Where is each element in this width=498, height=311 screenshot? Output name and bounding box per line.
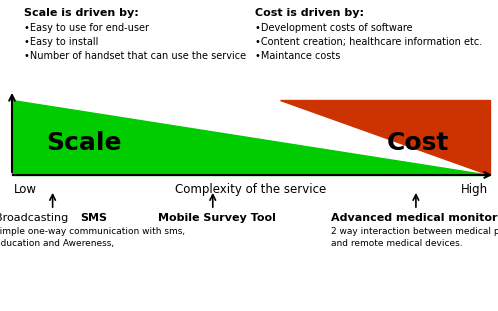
Text: •Number of handset that can use the service: •Number of handset that can use the serv… bbox=[24, 51, 246, 61]
Text: •Content creation; healthcare information etc.: •Content creation; healthcare informatio… bbox=[255, 37, 482, 47]
Text: simple one-way communication with sms,
education and Awereness,: simple one-way communication with sms, e… bbox=[0, 227, 185, 248]
Text: •Development costs of software: •Development costs of software bbox=[255, 23, 413, 33]
Text: •Maintance costs: •Maintance costs bbox=[255, 51, 340, 61]
Text: Complexity of the service: Complexity of the service bbox=[175, 183, 327, 196]
Text: •Easy to use for end-user: •Easy to use for end-user bbox=[24, 23, 149, 33]
Polygon shape bbox=[12, 100, 490, 175]
Text: Broadcasting: Broadcasting bbox=[0, 213, 72, 223]
Text: Mobile Survey Tool: Mobile Survey Tool bbox=[158, 213, 275, 223]
Text: Scale is driven by:: Scale is driven by: bbox=[24, 8, 139, 18]
Text: Scale: Scale bbox=[46, 131, 122, 155]
Text: Cost: Cost bbox=[387, 131, 450, 155]
Text: Low: Low bbox=[14, 183, 37, 196]
Text: High: High bbox=[461, 183, 488, 196]
Text: SMS: SMS bbox=[80, 213, 107, 223]
Polygon shape bbox=[280, 100, 490, 175]
Text: Advanced medical monitoring: Advanced medical monitoring bbox=[331, 213, 498, 223]
Text: •Easy to install: •Easy to install bbox=[24, 37, 99, 47]
Text: Cost is driven by:: Cost is driven by: bbox=[255, 8, 364, 18]
Text: 2 way interaction between medical person
and remote medical devices.: 2 way interaction between medical person… bbox=[331, 227, 498, 248]
